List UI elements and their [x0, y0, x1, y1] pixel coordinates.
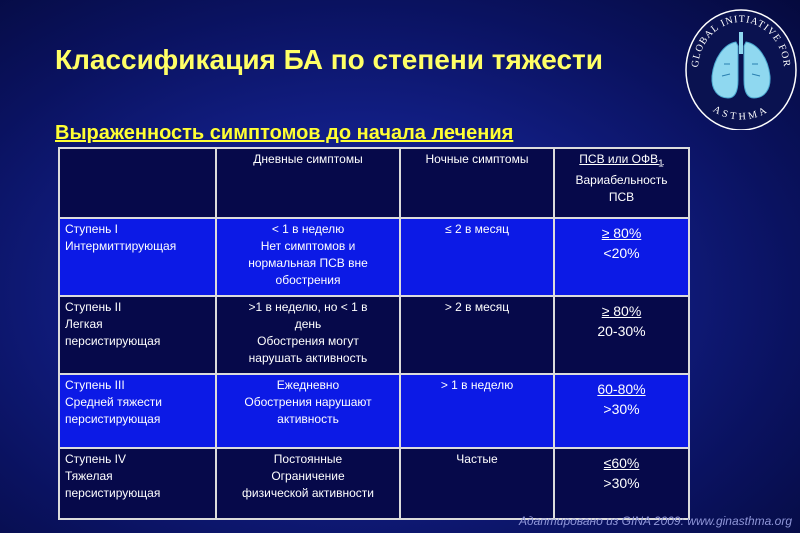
pef-variability: <20% — [603, 245, 640, 261]
day-line: день — [294, 317, 322, 331]
header-pef-line1: ПСВ или ОФВ1 — [579, 152, 664, 170]
pef-variability: 20-30% — [597, 323, 646, 339]
le-icon: ≤ — [445, 222, 452, 236]
step-label: Ступень IV — [65, 452, 127, 466]
pef-cell: 60-80% >30% — [553, 373, 690, 449]
pef-cell: ≤60% >30% — [553, 447, 690, 520]
header-pef: ПСВ или ОФВ1 Вариабельность ПСВ — [553, 147, 690, 219]
ge-icon: ≥ — [601, 303, 610, 319]
day-symptoms-cell: Постоянные Ограничение физической активн… — [215, 447, 401, 520]
table-header-row: Дневные симптомы Ночные симптомы ПСВ или… — [58, 147, 690, 219]
step-type: Интермиттирующая — [65, 239, 177, 253]
day-line: Обострения могут — [257, 334, 359, 348]
lungs-icon — [711, 32, 771, 99]
step-type: Легкая — [65, 317, 103, 331]
step-type: Тяжелая — [65, 469, 113, 483]
header-severity — [58, 147, 217, 219]
step-type: персистирующая — [65, 412, 161, 426]
pef-value: ≤60% — [603, 455, 640, 471]
day-symptoms-cell: < 1 в неделю Нет симптомов и нормальная … — [215, 217, 401, 297]
day-line: нормальная ПСВ вне — [248, 256, 368, 270]
night-symptoms-cell: > 1 в неделю — [399, 373, 555, 449]
pef-value: 60-80% — [597, 381, 646, 397]
pef-cell: ≥ 80% <20% — [553, 217, 690, 297]
step-label: Ступень I — [65, 222, 119, 236]
pef-value: ≥ 80% — [601, 225, 642, 241]
step-type: Средней тяжести — [65, 395, 162, 409]
table-row: Ступень III Средней тяжести персистирующ… — [58, 373, 690, 449]
severity-cell: Ступень I Интермиттирующая — [58, 217, 217, 297]
night-symptoms-cell: Частые — [399, 447, 555, 520]
pef-cell: ≥ 80% 20-30% — [553, 295, 690, 375]
header-pef-line2: Вариабельность — [575, 173, 668, 188]
pef-variability: >30% — [603, 401, 640, 417]
pef-value: ≥ 80% — [601, 303, 642, 319]
severity-table: Дневные симптомы Ночные симптомы ПСВ или… — [58, 147, 690, 520]
day-line: физической активности — [242, 486, 374, 500]
night-value: 2 в месяц — [451, 222, 509, 236]
pef-variability: >30% — [603, 475, 640, 491]
table-row: Ступень I Интермиттирующая < 1 в неделю … — [58, 217, 690, 297]
header-night-symptoms: Ночные симптомы — [399, 147, 555, 219]
table-row: Ступень IV Тяжелая персистирующая Постоя… — [58, 447, 690, 520]
header-pef-line3: ПСВ — [608, 190, 635, 205]
day-line: < 1 в неделю — [271, 222, 345, 236]
slide-title: Классификация БА по степени тяжести — [55, 44, 603, 75]
day-line: Постоянные — [273, 452, 343, 466]
night-symptoms-cell: > 2 в месяц — [399, 295, 555, 375]
day-symptoms-cell: >1 в неделю, но < 1 в день Обострения мо… — [215, 295, 401, 375]
header-day-symptoms: Дневные симптомы — [215, 147, 401, 219]
ge-icon: ≥ — [601, 225, 610, 241]
le-icon: ≤ — [603, 455, 612, 471]
step-label: Ступень II — [65, 300, 122, 314]
step-label: Ступень III — [65, 378, 125, 392]
day-symptoms-cell: Ежедневно Обострения нарушают активность — [215, 373, 401, 449]
severity-cell: Ступень III Средней тяжести персистирующ… — [58, 373, 217, 449]
day-line: Нет симптомов и — [260, 239, 356, 253]
gina-logo: GLOBAL INITIATIVE FOR ASTHMA — [685, 9, 797, 130]
day-line: Ограничение — [271, 469, 345, 483]
severity-cell: Ступень IV Тяжелая персистирующая — [58, 447, 217, 520]
source-footer: Адаптировано из GINA 2009: www.ginasthma… — [519, 514, 792, 528]
table-row: Ступень II Легкая персистирующая >1 в не… — [58, 295, 690, 375]
day-line: обострения — [275, 273, 341, 287]
step-type: персистирующая — [65, 486, 161, 500]
day-line: нарушать активность — [248, 351, 368, 365]
night-symptoms-cell: ≤ 2 в месяц — [399, 217, 555, 297]
step-type: персистирующая — [65, 334, 161, 348]
day-line: >1 в неделю, но < 1 в — [248, 300, 368, 314]
day-line: Ежедневно — [276, 378, 340, 392]
day-line: Обострения нарушают — [244, 395, 372, 409]
day-line: активность — [277, 412, 339, 426]
slide-subtitle: Выраженность симптомов до начала лечения — [55, 122, 514, 144]
severity-cell: Ступень II Легкая персистирующая — [58, 295, 217, 375]
